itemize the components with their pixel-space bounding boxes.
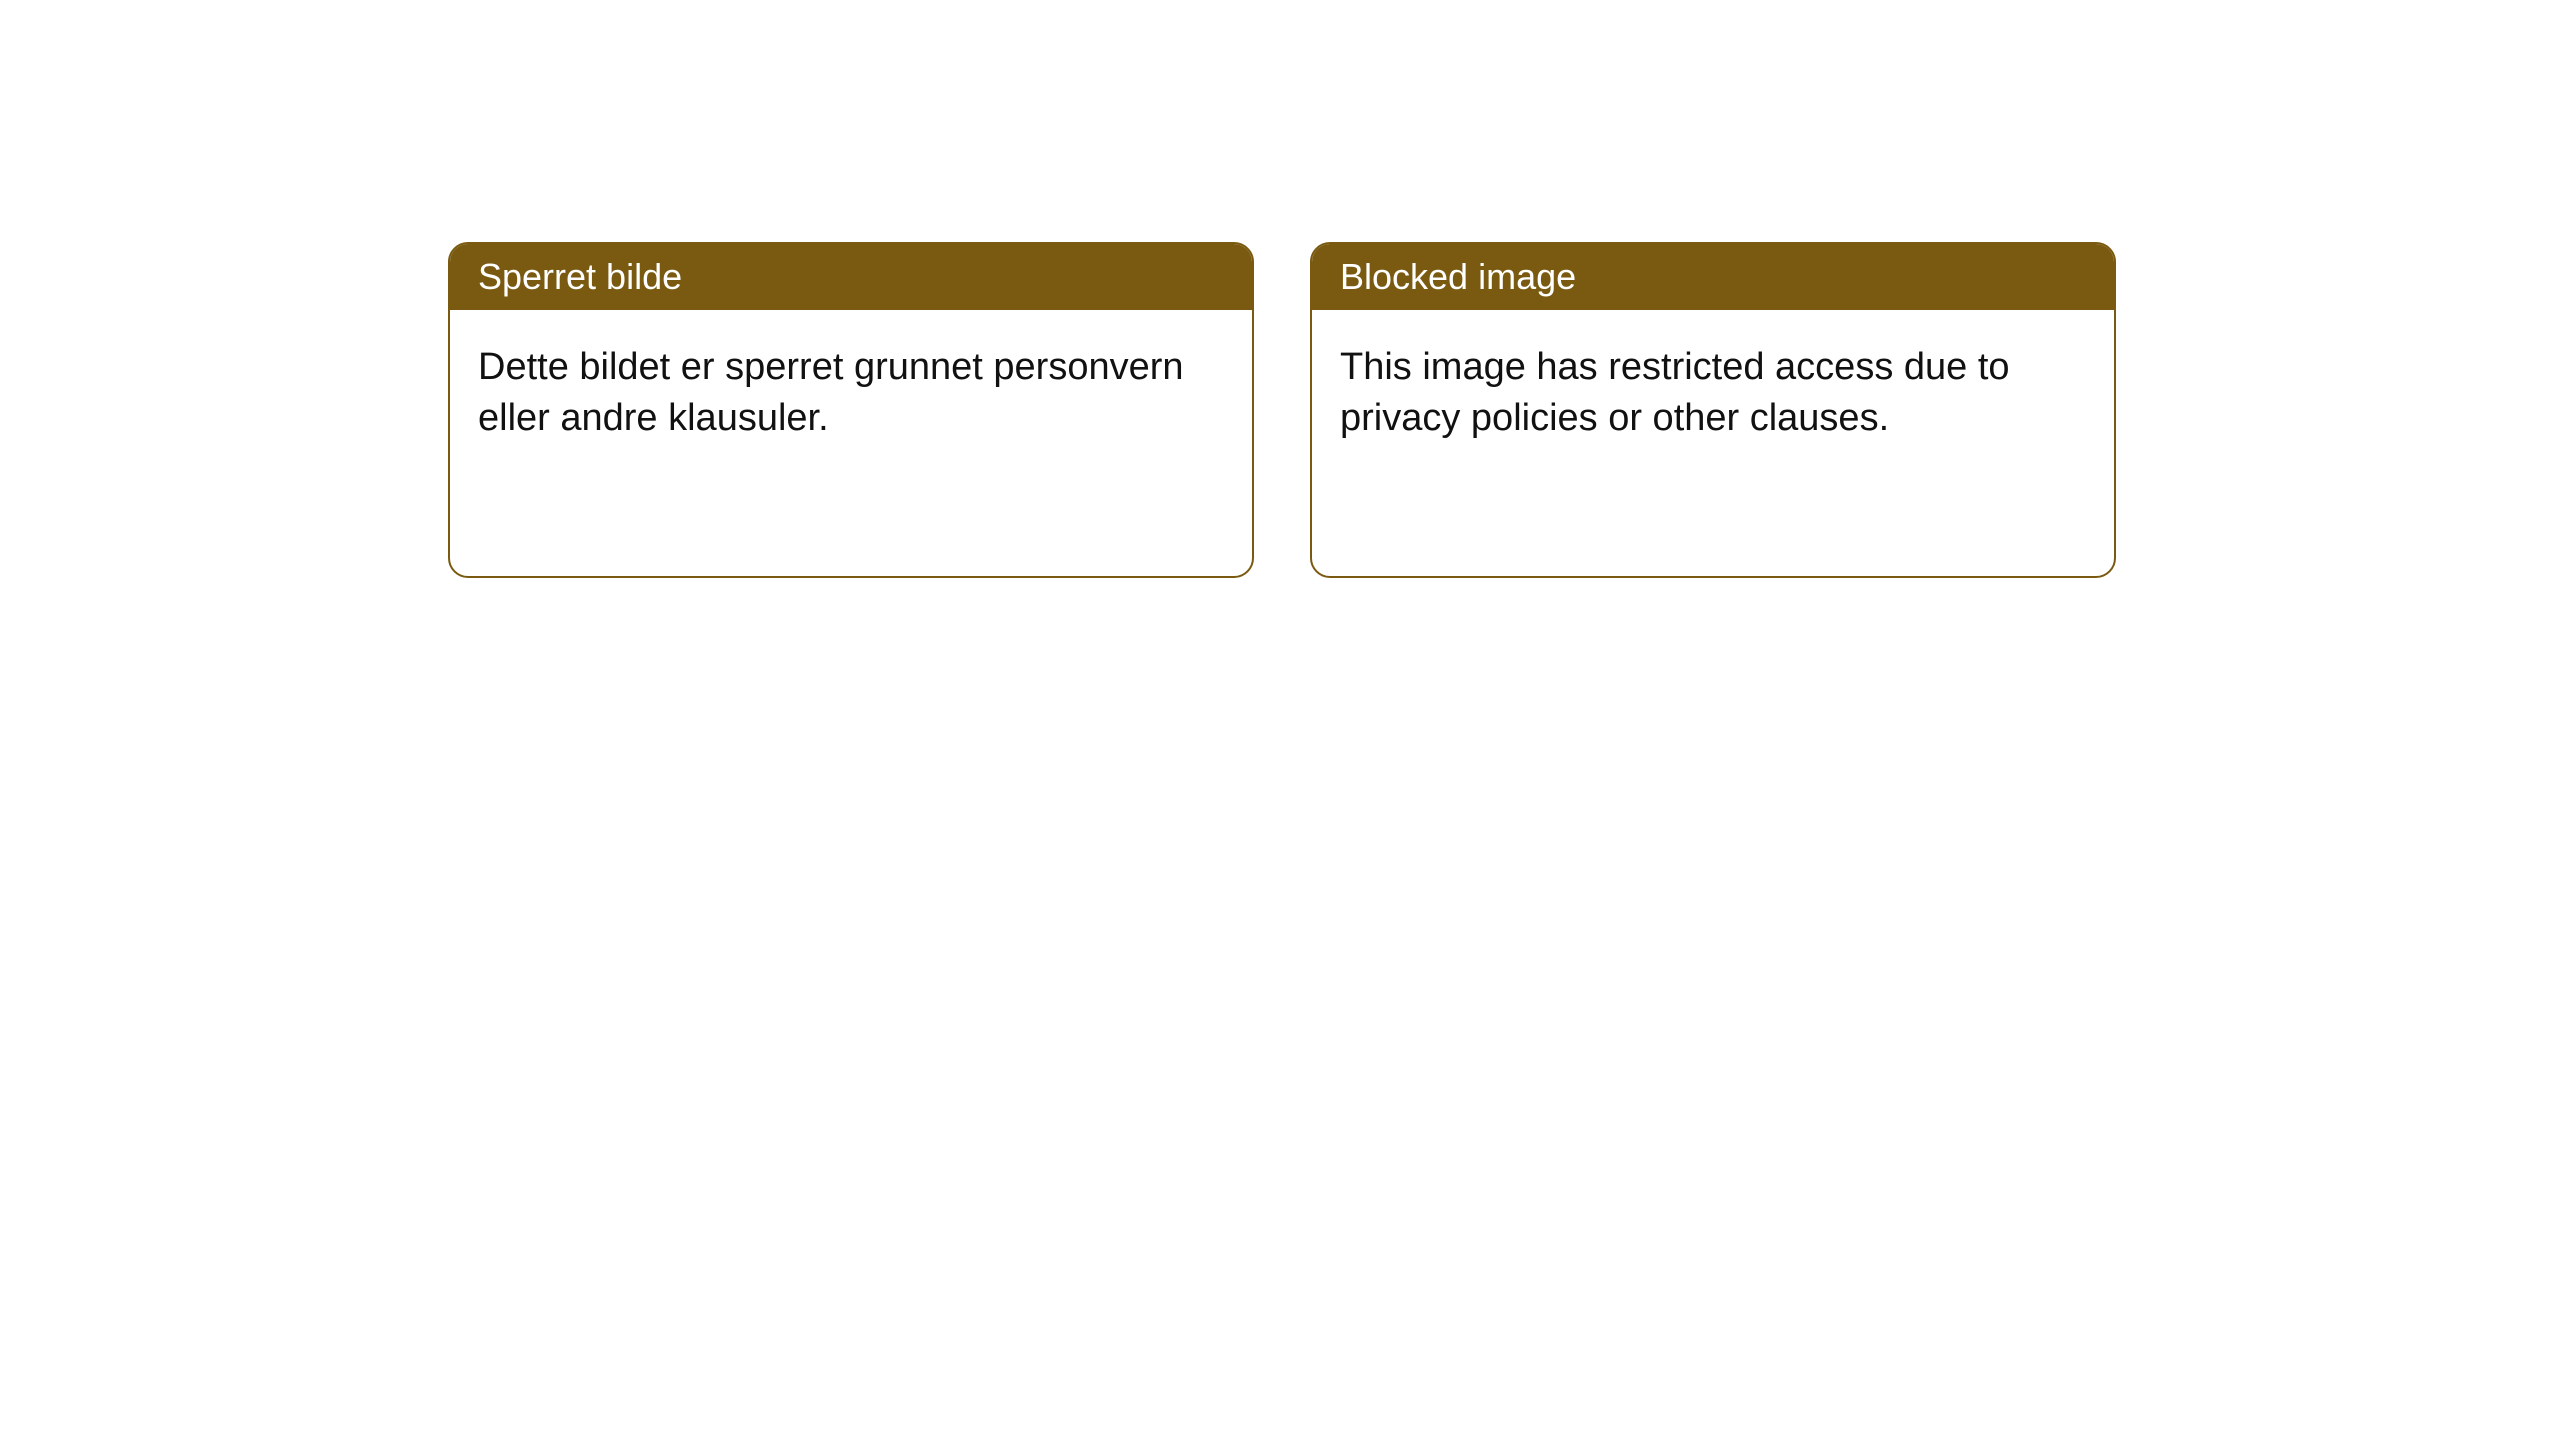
card-header-en: Blocked image bbox=[1312, 244, 2114, 310]
blocked-image-card-no: Sperret bilde Dette bildet er sperret gr… bbox=[448, 242, 1254, 578]
card-body-en: This image has restricted access due to … bbox=[1312, 310, 2114, 477]
blocked-image-card-en: Blocked image This image has restricted … bbox=[1310, 242, 2116, 578]
card-header-no: Sperret bilde bbox=[450, 244, 1252, 310]
blocked-image-cards: Sperret bilde Dette bildet er sperret gr… bbox=[448, 242, 2116, 578]
card-body-no: Dette bildet er sperret grunnet personve… bbox=[450, 310, 1252, 477]
